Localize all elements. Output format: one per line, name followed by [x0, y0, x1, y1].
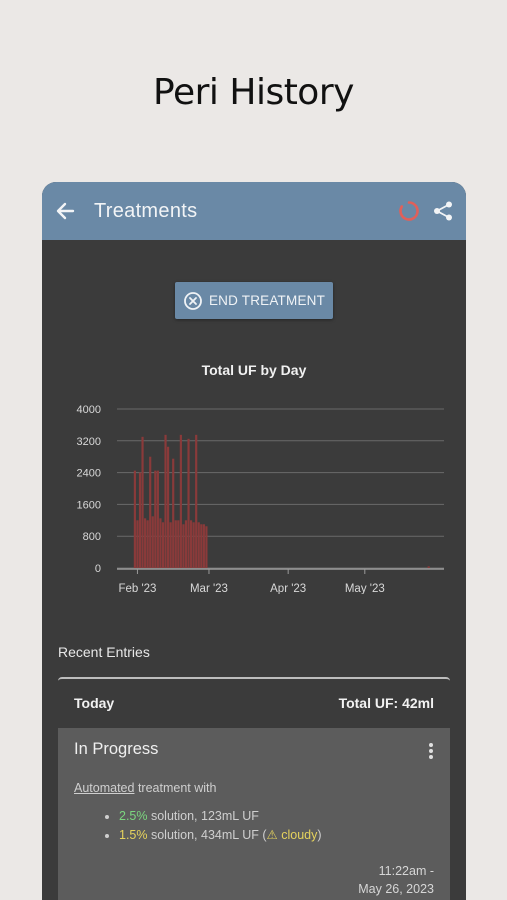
desc-rest: treatment with — [134, 781, 217, 795]
chart-bar — [151, 516, 154, 568]
solution-close: ) — [317, 828, 322, 842]
arrow-left-icon[interactable] — [54, 200, 76, 222]
treatment-entry-card[interactable]: In Progress Automated treatment with 2.5… — [58, 728, 450, 900]
chart-bar — [169, 522, 172, 568]
chart-bar — [146, 520, 149, 568]
chart-bar — [174, 520, 177, 568]
chart-bar — [172, 458, 175, 568]
chart-bar — [190, 520, 193, 568]
chart-bar — [164, 434, 167, 568]
chart-bar — [179, 434, 182, 568]
y-tick-label: 800 — [83, 531, 101, 543]
solution-pct: 2.5% — [119, 809, 148, 823]
chart-bar — [149, 456, 152, 568]
chart-bar — [156, 470, 159, 568]
end-treatment-button[interactable]: END TREATMENT — [175, 282, 333, 319]
entry-status: In Progress — [74, 740, 159, 758]
chart-bar — [197, 522, 200, 568]
solution-text: solution, 123mL UF — [147, 809, 259, 823]
share-icon[interactable] — [432, 200, 454, 222]
chart-bar — [202, 524, 205, 568]
solution-list: 2.5% solution, 123mL UF 1.5% solution, 4… — [119, 809, 434, 842]
app-bar: Treatments — [42, 182, 466, 240]
x-tick-label: May '23 — [345, 583, 385, 594]
chart-bar — [141, 436, 144, 568]
chart-bar — [144, 518, 147, 568]
chart-bar — [200, 524, 203, 568]
y-tick-label: 2400 — [77, 468, 101, 480]
chart-bar — [138, 472, 142, 568]
promo-title: Peri History — [153, 72, 354, 113]
phone-screen: Treatments END TREATMENT Total UF by Day… — [42, 182, 466, 900]
entry-timestamp: 11:22am - May 26, 2023 — [358, 862, 434, 898]
automated-link[interactable]: Automated — [74, 781, 135, 795]
chart-bar — [205, 526, 208, 568]
solution-item: 1.5% solution, 434mL UF (⚠ cloudy) — [119, 827, 434, 842]
loading-spinner-icon — [398, 200, 420, 222]
y-tick-label: 4000 — [77, 404, 101, 416]
end-treatment-label: END TREATMENT — [208, 293, 326, 308]
y-tick-label: 1600 — [77, 499, 101, 511]
x-tick-label: Mar '23 — [190, 583, 228, 594]
chart-bar — [192, 522, 195, 568]
chart-bar — [161, 522, 165, 568]
solution-text: solution, 434mL UF ( — [147, 828, 267, 842]
chart-bar — [195, 434, 198, 568]
solution-pct: 1.5% — [119, 828, 148, 842]
chart-bar — [427, 566, 430, 568]
close-circle-icon — [183, 291, 203, 311]
day-summary-header: Today Total UF: 42ml — [58, 677, 450, 727]
entry-description: Automated treatment with — [74, 781, 434, 795]
chart-bar — [177, 520, 180, 568]
chart-bar — [184, 520, 188, 568]
chart-bar — [154, 470, 157, 568]
chart-bar — [182, 524, 185, 568]
page-title: Treatments — [94, 199, 198, 222]
chart-bar — [133, 470, 136, 568]
chart-title: Total UF by Day — [201, 362, 307, 378]
x-tick-label: Apr '23 — [270, 583, 306, 594]
chart-bar — [159, 518, 162, 568]
chart-bar — [167, 446, 170, 568]
chart-bar — [136, 520, 139, 568]
x-tick-label: Feb '23 — [118, 583, 156, 594]
day-label: Today — [74, 695, 115, 711]
y-tick-label: 0 — [95, 563, 101, 575]
total-uf: Total UF: 42ml — [338, 695, 434, 711]
y-tick-label: 3200 — [77, 436, 101, 448]
more-vertical-icon[interactable] — [428, 742, 434, 760]
entry-date: May 26, 2023 — [358, 882, 434, 896]
uf-bar-chart: 4000 3200 2400 1600 800 0 Feb '23 Mar '23 Apr '2… — [77, 404, 444, 594]
entry-time: 11:22am - — [378, 864, 434, 878]
cloudy-warning: ⚠ cloudy — [266, 828, 318, 842]
recent-entries-label: Recent Entries — [58, 644, 150, 660]
chart-bar — [187, 438, 190, 568]
solution-item: 2.5% solution, 123mL UF — [119, 809, 434, 823]
